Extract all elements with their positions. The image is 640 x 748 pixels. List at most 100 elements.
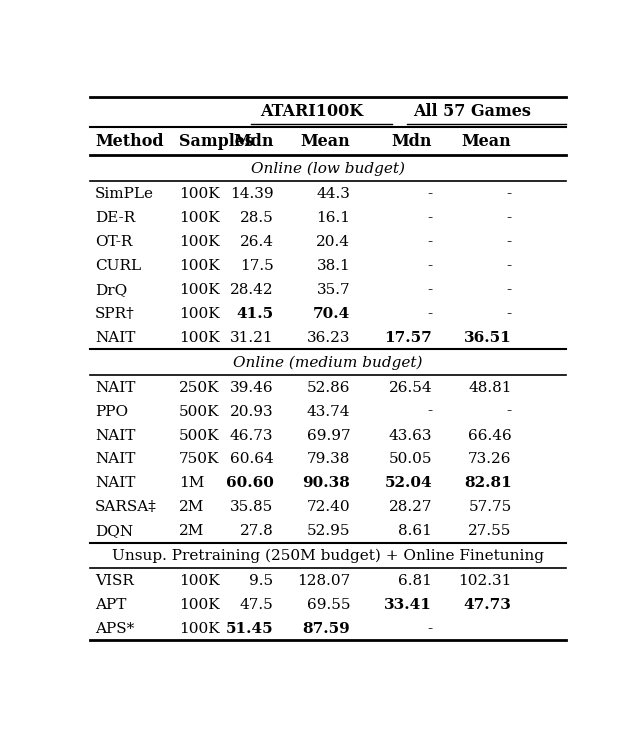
Text: 33.41: 33.41 xyxy=(384,598,432,612)
Text: OT-R: OT-R xyxy=(95,235,132,249)
Text: NAIT: NAIT xyxy=(95,476,135,491)
Text: 72.40: 72.40 xyxy=(307,500,350,515)
Text: 28.42: 28.42 xyxy=(230,283,273,297)
Text: 26.54: 26.54 xyxy=(388,381,432,394)
Text: 43.63: 43.63 xyxy=(388,429,432,443)
Text: NAIT: NAIT xyxy=(95,429,135,443)
Text: 46.73: 46.73 xyxy=(230,429,273,443)
Text: Samples: Samples xyxy=(179,133,254,150)
Text: 82.81: 82.81 xyxy=(464,476,511,491)
Text: -: - xyxy=(427,259,432,273)
Text: ATARI100K: ATARI100K xyxy=(260,103,364,120)
Text: 35.85: 35.85 xyxy=(230,500,273,515)
Text: 102.31: 102.31 xyxy=(458,574,511,588)
Text: 6.81: 6.81 xyxy=(398,574,432,588)
Text: 750K: 750K xyxy=(179,453,220,467)
Text: 44.3: 44.3 xyxy=(316,187,350,201)
Text: -: - xyxy=(506,283,511,297)
Text: 27.55: 27.55 xyxy=(468,524,511,539)
Text: 73.26: 73.26 xyxy=(468,453,511,467)
Text: 100K: 100K xyxy=(179,622,220,636)
Text: APT: APT xyxy=(95,598,126,612)
Text: 57.75: 57.75 xyxy=(468,500,511,515)
Text: 100K: 100K xyxy=(179,235,220,249)
Text: 17.57: 17.57 xyxy=(385,331,432,345)
Text: APS*: APS* xyxy=(95,622,134,636)
Text: -: - xyxy=(506,187,511,201)
Text: 69.97: 69.97 xyxy=(307,429,350,443)
Text: NAIT: NAIT xyxy=(95,453,135,467)
Text: 52.95: 52.95 xyxy=(307,524,350,539)
Text: -: - xyxy=(427,307,432,321)
Text: 100K: 100K xyxy=(179,259,220,273)
Text: -: - xyxy=(427,235,432,249)
Text: Unsup. Pretraining (250M budget) + Online Finetuning: Unsup. Pretraining (250M budget) + Onlin… xyxy=(112,549,544,563)
Text: NAIT: NAIT xyxy=(95,331,135,345)
Text: Online (medium budget): Online (medium budget) xyxy=(233,355,423,370)
Text: 500K: 500K xyxy=(179,405,220,419)
Text: 66.46: 66.46 xyxy=(468,429,511,443)
Text: -: - xyxy=(427,211,432,225)
Text: -: - xyxy=(427,187,432,201)
Text: 14.39: 14.39 xyxy=(230,187,273,201)
Text: VISR: VISR xyxy=(95,574,134,588)
Text: 100K: 100K xyxy=(179,574,220,588)
Text: 47.5: 47.5 xyxy=(240,598,273,612)
Text: SPR†: SPR† xyxy=(95,307,134,321)
Text: 52.86: 52.86 xyxy=(307,381,350,394)
Text: Method: Method xyxy=(95,133,163,150)
Text: DrQ: DrQ xyxy=(95,283,127,297)
Text: DE-R: DE-R xyxy=(95,211,135,225)
Text: -: - xyxy=(506,235,511,249)
Text: -: - xyxy=(506,405,511,419)
Text: -: - xyxy=(506,259,511,273)
Text: 28.27: 28.27 xyxy=(388,500,432,515)
Text: 9.5: 9.5 xyxy=(250,574,273,588)
Text: -: - xyxy=(427,622,432,636)
Text: -: - xyxy=(506,307,511,321)
Text: SimPLe: SimPLe xyxy=(95,187,154,201)
Text: 43.74: 43.74 xyxy=(307,405,350,419)
Text: 41.5: 41.5 xyxy=(236,307,273,321)
Text: 20.93: 20.93 xyxy=(230,405,273,419)
Text: Mdn: Mdn xyxy=(233,133,273,150)
Text: 31.21: 31.21 xyxy=(230,331,273,345)
Text: 39.46: 39.46 xyxy=(230,381,273,394)
Text: DQN: DQN xyxy=(95,524,133,539)
Text: 87.59: 87.59 xyxy=(303,622,350,636)
Text: 70.4: 70.4 xyxy=(313,307,350,321)
Text: CURL: CURL xyxy=(95,259,141,273)
Text: 100K: 100K xyxy=(179,211,220,225)
Text: -: - xyxy=(427,283,432,297)
Text: 27.8: 27.8 xyxy=(240,524,273,539)
Text: 60.64: 60.64 xyxy=(230,453,273,467)
Text: Online (low budget): Online (low budget) xyxy=(251,162,405,177)
Text: 26.4: 26.4 xyxy=(239,235,273,249)
Text: 35.7: 35.7 xyxy=(317,283,350,297)
Text: 100K: 100K xyxy=(179,283,220,297)
Text: 48.81: 48.81 xyxy=(468,381,511,394)
Text: 36.23: 36.23 xyxy=(307,331,350,345)
Text: 2M: 2M xyxy=(179,500,205,515)
Text: 28.5: 28.5 xyxy=(240,211,273,225)
Text: 500K: 500K xyxy=(179,429,220,443)
Text: 69.55: 69.55 xyxy=(307,598,350,612)
Text: 250K: 250K xyxy=(179,381,220,394)
Text: All 57 Games: All 57 Games xyxy=(413,103,531,120)
Text: 100K: 100K xyxy=(179,331,220,345)
Text: Mean: Mean xyxy=(301,133,350,150)
Text: 60.60: 60.60 xyxy=(225,476,273,491)
Text: SARSA‡: SARSA‡ xyxy=(95,500,157,515)
Text: 16.1: 16.1 xyxy=(316,211,350,225)
Text: 1M: 1M xyxy=(179,476,205,491)
Text: 36.51: 36.51 xyxy=(464,331,511,345)
Text: 79.38: 79.38 xyxy=(307,453,350,467)
Text: 51.45: 51.45 xyxy=(226,622,273,636)
Text: 38.1: 38.1 xyxy=(317,259,350,273)
Text: 128.07: 128.07 xyxy=(297,574,350,588)
Text: -: - xyxy=(506,211,511,225)
Text: PPO: PPO xyxy=(95,405,128,419)
Text: 2M: 2M xyxy=(179,524,205,539)
Text: 90.38: 90.38 xyxy=(303,476,350,491)
Text: 100K: 100K xyxy=(179,187,220,201)
